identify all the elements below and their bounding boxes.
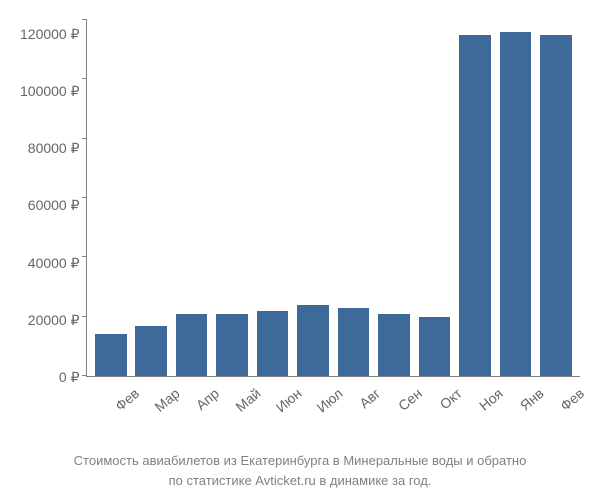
bar bbox=[297, 305, 329, 376]
y-tick-label: 60000 ₽ bbox=[28, 198, 80, 212]
bar-slot bbox=[252, 20, 292, 376]
y-axis: 0 ₽20000 ₽40000 ₽60000 ₽80000 ₽100000 ₽1… bbox=[20, 20, 86, 377]
x-axis-row: ФевМарАпрМайИюнИюлАвгСенОктНояЯнвФев bbox=[20, 377, 580, 399]
y-tick-mark bbox=[82, 316, 87, 317]
caption-line-1: Стоимость авиабилетов из Екатеринбурга в… bbox=[20, 451, 580, 471]
y-tick-label: 0 ₽ bbox=[59, 370, 80, 384]
y-tick-label: 80000 ₽ bbox=[28, 141, 80, 155]
bar-slot bbox=[293, 20, 333, 376]
bar-slot bbox=[212, 20, 252, 376]
bar bbox=[95, 334, 127, 376]
bar bbox=[500, 32, 532, 376]
bar-slot bbox=[455, 20, 495, 376]
bar bbox=[257, 311, 289, 376]
y-tick-mark bbox=[82, 256, 87, 257]
caption-line-2: по статистике Avticket.ru в динамике за … bbox=[20, 471, 580, 491]
y-tick-mark bbox=[82, 138, 87, 139]
bars-container bbox=[87, 20, 580, 376]
x-axis: ФевМарАпрМайИюнИюлАвгСенОктНояЯнвФев bbox=[87, 383, 580, 399]
y-tick-label: 120000 ₽ bbox=[20, 27, 80, 41]
bar-slot bbox=[414, 20, 454, 376]
price-chart: 0 ₽ 20000 ₽ 40000 ₽ 60000 ₽ 80000 ₽ 100000 ₽ 1… bbox=[20, 20, 580, 399]
y-tick-mark bbox=[82, 19, 87, 20]
bar bbox=[419, 317, 451, 376]
bar bbox=[459, 35, 491, 376]
x-label-slot: Фев bbox=[91, 383, 131, 399]
plot-row: 0 ₽20000 ₽40000 ₽60000 ₽80000 ₽100000 ₽1… bbox=[20, 20, 580, 377]
plot-area bbox=[86, 20, 580, 377]
bar bbox=[176, 314, 208, 376]
y-tick-mark bbox=[82, 197, 87, 198]
y-tick-mark bbox=[82, 375, 87, 376]
bar bbox=[378, 314, 410, 376]
bar bbox=[540, 35, 572, 376]
bar-slot bbox=[495, 20, 535, 376]
bar-slot bbox=[536, 20, 576, 376]
bar-slot bbox=[91, 20, 131, 376]
bar-slot bbox=[333, 20, 373, 376]
bar bbox=[135, 326, 167, 376]
bar bbox=[338, 308, 370, 376]
chart-caption: Стоимость авиабилетов из Екатеринбурга в… bbox=[20, 451, 580, 490]
bar-slot bbox=[131, 20, 171, 376]
x-tick-label: Фев bbox=[557, 385, 587, 414]
y-tick-label: 100000 ₽ bbox=[20, 84, 80, 98]
y-tick-label: 20000 ₽ bbox=[28, 313, 80, 327]
bar-slot bbox=[374, 20, 414, 376]
bar bbox=[216, 314, 248, 376]
y-tick-label: 40000 ₽ bbox=[28, 256, 80, 270]
bar-slot bbox=[171, 20, 211, 376]
y-tick-mark bbox=[82, 78, 87, 79]
